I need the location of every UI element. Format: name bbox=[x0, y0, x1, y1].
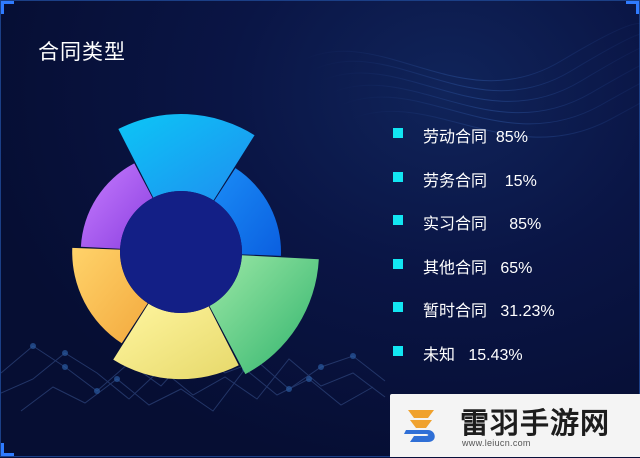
legend-label: 其他合同 65% bbox=[423, 259, 533, 277]
watermark-url: www.leiucn.com bbox=[462, 438, 531, 448]
legend-label: 劳动合同 85% bbox=[423, 129, 528, 146]
legend-swatch bbox=[393, 258, 403, 269]
legend-swatch bbox=[393, 171, 403, 182]
legend-label: 未知 15.43% bbox=[423, 346, 523, 364]
legend-swatch bbox=[393, 128, 403, 138]
watermark-name: 雷羽手游网 bbox=[460, 408, 611, 440]
legend-item[interactable]: 劳动合同 85% bbox=[393, 123, 555, 167]
legend-swatch bbox=[393, 215, 403, 225]
legend-swatch bbox=[393, 345, 403, 356]
legend-swatch bbox=[393, 302, 403, 312]
chart-legend: 劳动合同 85% 劳务合同 15% 实习合同 85% 其他合同 65% 暂时合同… bbox=[393, 123, 555, 384]
pie-slice[interactable] bbox=[209, 255, 319, 375]
pie-slice[interactable] bbox=[113, 303, 239, 380]
legend-item[interactable]: 其他合同 65% bbox=[393, 254, 555, 298]
legend-label: 劳务合同 15% bbox=[423, 172, 537, 190]
legend-item[interactable]: 劳务合同 15% bbox=[393, 167, 555, 211]
watermark-badge: 雷羽手游网 www.leiucn.com bbox=[390, 394, 640, 457]
pie-slice[interactable] bbox=[72, 247, 148, 344]
chart-center-hole bbox=[120, 191, 242, 313]
pie-slice[interactable] bbox=[80, 163, 153, 249]
corner-decoration bbox=[1, 443, 14, 456]
legend-label: 实习合同 85% bbox=[423, 216, 542, 233]
legend-item[interactable]: 暂时合同 31.23% bbox=[393, 297, 555, 341]
legend-item[interactable]: 未知 15.43% bbox=[393, 341, 555, 385]
pie-slice[interactable] bbox=[214, 168, 281, 256]
corner-decoration bbox=[626, 1, 639, 14]
chart-title: 合同类型 bbox=[38, 41, 126, 64]
legend-item[interactable]: 实习合同 85% bbox=[393, 210, 555, 254]
legend-label: 暂时合同 31.23% bbox=[423, 303, 555, 320]
watermark-logo-icon bbox=[404, 410, 435, 442]
pie-slice[interactable] bbox=[118, 114, 255, 201]
corner-decoration bbox=[1, 1, 14, 14]
